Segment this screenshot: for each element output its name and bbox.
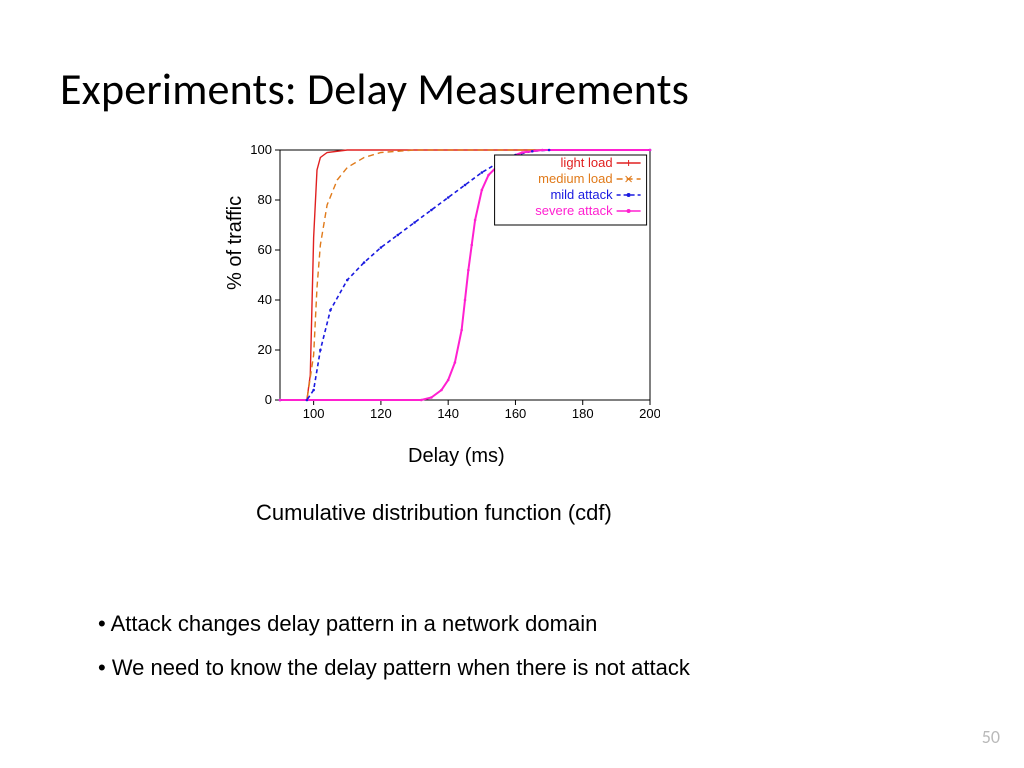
y-axis-label: % of traffic bbox=[224, 196, 247, 290]
x-axis-label: Delay (ms) bbox=[408, 445, 505, 468]
svg-text:180: 180 bbox=[572, 406, 594, 421]
svg-text:40: 40 bbox=[258, 292, 272, 307]
svg-text:0: 0 bbox=[265, 392, 272, 407]
svg-text:60: 60 bbox=[258, 242, 272, 257]
svg-text:160: 160 bbox=[505, 406, 527, 421]
svg-text:100: 100 bbox=[303, 406, 325, 421]
svg-text:mild attack: mild attack bbox=[550, 187, 613, 202]
svg-text:100: 100 bbox=[250, 142, 272, 157]
bullet-item: • We need to know the delay pattern when… bbox=[98, 646, 690, 690]
svg-text:20: 20 bbox=[258, 342, 272, 357]
chart-container: % of traffic 100120140160180200020406080… bbox=[230, 140, 670, 460]
chart-caption: Cumulative distribution function (cdf) bbox=[256, 500, 612, 526]
cdf-chart: 100 120 140 160 180 200 0 20 40 60 80 100 light load… bbox=[230, 140, 660, 430]
slide: Experiments: Delay Measurements % of tra… bbox=[0, 0, 1024, 768]
svg-text:140: 140 bbox=[437, 406, 459, 421]
page-number: 50 bbox=[982, 726, 1000, 748]
svg-text:80: 80 bbox=[258, 192, 272, 207]
svg-text:medium load: medium load bbox=[538, 171, 612, 186]
slide-title: Experiments: Delay Measurements bbox=[60, 62, 689, 116]
bullet-list: • Attack changes delay pattern in a netw… bbox=[58, 602, 690, 690]
svg-text:severe attack: severe attack bbox=[535, 203, 613, 218]
svg-text:120: 120 bbox=[370, 406, 392, 421]
svg-text:light load: light load bbox=[561, 155, 613, 170]
bullet-item: • Attack changes delay pattern in a netw… bbox=[98, 602, 690, 646]
svg-text:200: 200 bbox=[639, 406, 660, 421]
